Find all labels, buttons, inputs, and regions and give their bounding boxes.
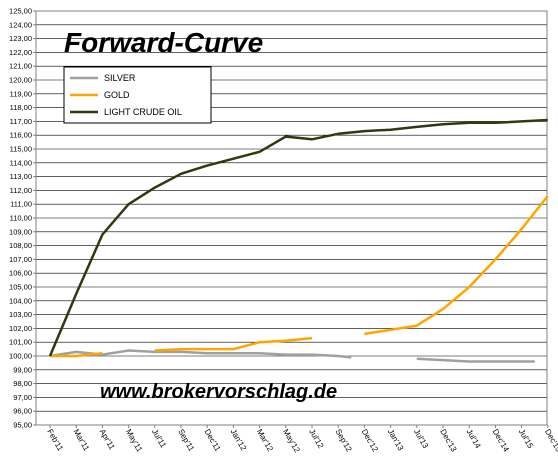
y-tick-label: 118,00 <box>10 103 32 112</box>
y-tick-label: 110,00 <box>10 214 32 223</box>
x-tick-label: Dec'14 <box>491 428 511 454</box>
x-tick-label: Dec'11 <box>202 428 222 454</box>
x-tick-label: Sep'12 <box>333 428 353 454</box>
y-tick-label: 121,00 <box>9 62 32 71</box>
y-tick-label: 120,00 <box>9 76 32 85</box>
y-tick-label: 113,00 <box>10 172 32 181</box>
legend-label-gold: GOLD <box>104 90 130 100</box>
x-tick-label: Dec'13 <box>438 428 458 454</box>
y-tick-label: 122,00 <box>9 48 32 57</box>
x-tick-label: Mar'12 <box>255 428 275 454</box>
y-tick-label: 96,00 <box>13 407 32 416</box>
x-tick-label: Mar'11 <box>71 428 91 453</box>
x-tick-label: Jul'13 <box>412 428 430 451</box>
silver-line <box>49 349 535 363</box>
x-axis-ticks: Feb'11 Mar'11 Apr'11 May'11 Jul'11 Sep'11 Dec'… <box>45 425 558 455</box>
y-tick-label: 124,00 <box>9 20 32 29</box>
x-tick-label: Dec'15 <box>543 428 558 454</box>
y-tick-label: 97,00 <box>13 393 32 402</box>
gridlines <box>36 10 547 426</box>
y-tick-label: 95,00 <box>13 421 32 430</box>
light-crude-oil-line <box>48 118 548 357</box>
x-tick-label: Dec'12 <box>360 428 380 454</box>
legend: SILVER GOLD LIGHT CRUDE OIL <box>63 66 212 124</box>
y-tick-label: 109,00 <box>9 227 32 236</box>
gold-line <box>50 195 549 358</box>
y-tick-label: 108,00 <box>9 241 32 250</box>
chart-title: Forward-Curve <box>64 27 263 58</box>
y-tick-label: 98,00 <box>13 379 32 388</box>
y-tick-label: 105,00 <box>9 283 32 292</box>
y-tick-label: 111,00 <box>10 200 32 209</box>
y-tick-label: 99,00 <box>13 365 32 374</box>
watermark: www.brokervorschlag.de <box>100 381 337 403</box>
plot-area-border <box>35 10 548 426</box>
y-tick-label: 107,00 <box>9 255 32 264</box>
x-tick-label: May'11 <box>124 428 145 455</box>
y-tick-label: 114,00 <box>10 158 32 167</box>
y-tick-label: 104,00 <box>9 296 32 305</box>
x-tick-label: Sep'11 <box>176 428 196 454</box>
x-tick-label: Jul'11 <box>150 428 168 450</box>
x-tick-label: Jul'14 <box>464 428 482 451</box>
y-tick-label: 106,00 <box>9 269 32 278</box>
y-tick-label: 123,00 <box>9 34 32 43</box>
y-tick-label: 100,00 <box>9 352 32 361</box>
x-tick-label: May'12 <box>281 428 302 455</box>
y-tick-label: 101,00 <box>9 338 32 347</box>
legend-label-oil: LIGHT CRUDE OIL <box>104 107 182 117</box>
y-tick-label: 116,00 <box>10 131 32 140</box>
y-tick-label: 112,00 <box>10 186 32 195</box>
x-tick-label: Jan'13 <box>386 428 406 453</box>
y-tick-label: 115,00 <box>10 145 32 154</box>
y-tick-label: 119,00 <box>10 89 32 98</box>
y-tick-label: 102,00 <box>9 324 32 333</box>
legend-label-silver: SILVER <box>104 73 136 83</box>
y-tick-label: 125,00 <box>9 7 32 16</box>
x-tick-label: Jul'12 <box>307 428 325 451</box>
x-tick-label: Apr'11 <box>98 428 117 452</box>
y-tick-label: 117,00 <box>10 117 32 126</box>
x-tick-label: Jan'12 <box>229 428 249 453</box>
series-lines <box>48 118 549 363</box>
x-tick-label: Feb'11 <box>45 428 65 453</box>
y-tick-label: 103,00 <box>9 310 32 319</box>
y-axis-ticks: 95,00 96,00 97,00 98,00 99,00 100,00 101,00 102… <box>9 7 36 430</box>
x-tick-label: Jul'15 <box>517 428 535 451</box>
